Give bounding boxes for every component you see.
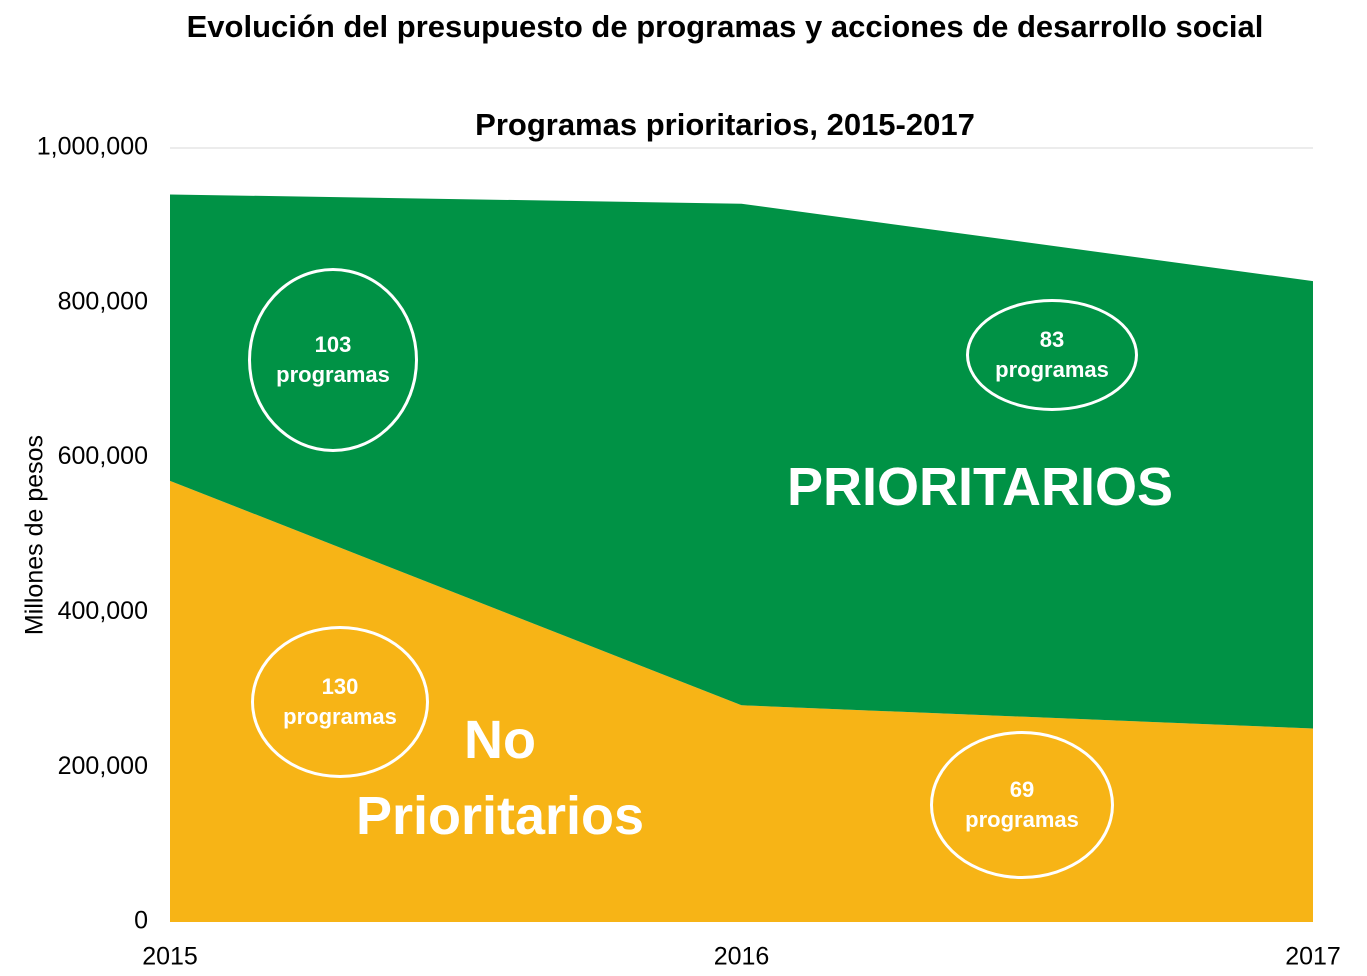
y-tick-label: 0 [134, 907, 148, 935]
y-tick-label: 1,000,000 [37, 133, 148, 161]
y-tick-label: 200,000 [58, 752, 148, 780]
y-tick-label: 400,000 [58, 597, 148, 625]
chart-subtitle: Programas prioritarios, 2015-2017 [475, 107, 975, 142]
y-tick-label: 600,000 [58, 442, 148, 470]
x-tick-label: 2016 [714, 943, 770, 971]
series-label: PRIORITARIOS [786, 457, 1173, 517]
annotation: 103 programas [248, 268, 418, 452]
y-axis-label: Millones de pesos [21, 435, 49, 635]
chart-title: Evolución del presupuesto de programas y… [186, 9, 1264, 44]
annotation: 130 programas [251, 626, 429, 778]
series-label: No Prioritarios [355, 710, 645, 846]
x-tick-label: 2017 [1285, 943, 1341, 971]
annotation: 69 programas [930, 731, 1114, 879]
x-tick-label: 2015 [142, 943, 198, 971]
annotation: 83 programas [966, 299, 1138, 411]
y-tick-label: 800,000 [58, 287, 148, 315]
